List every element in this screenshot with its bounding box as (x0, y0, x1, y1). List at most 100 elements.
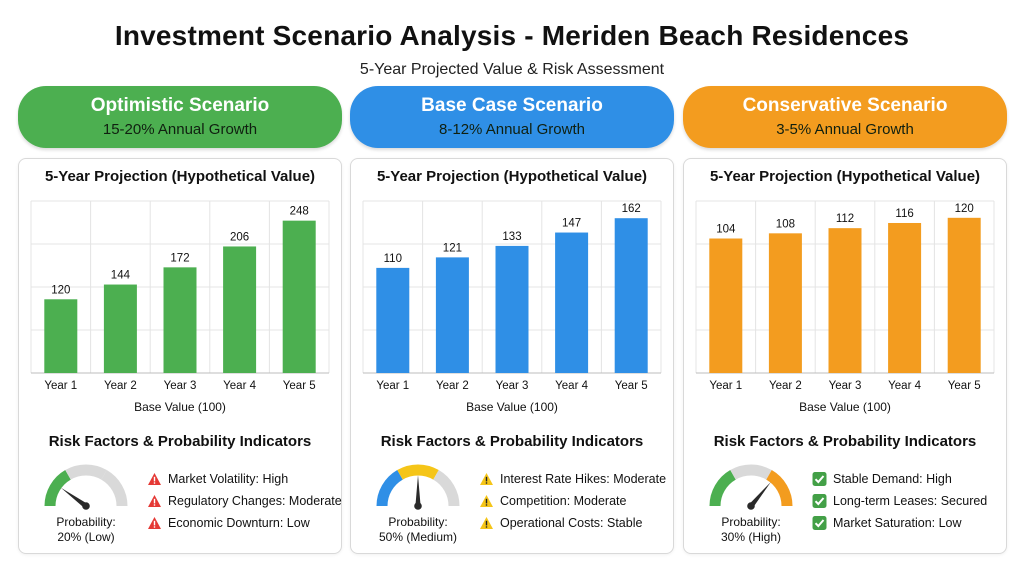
risk-text: Operational Costs: Stable (500, 516, 643, 530)
risk-text: Economic Downturn: Low (168, 516, 310, 530)
bar-value-label: 144 (111, 270, 131, 282)
probability-caption: Probability: (388, 515, 448, 529)
x-tick-label: Year 4 (888, 380, 921, 392)
bar (768, 233, 802, 373)
probability-label: Probability: 50% (Medium) (363, 515, 473, 545)
risk-item: Economic Downturn: Low (147, 512, 342, 534)
scenario-name: Base Case Scenario (421, 95, 603, 116)
bar (555, 232, 589, 373)
scenario-growth: 8-12% Annual Growth (439, 121, 585, 138)
bar-value-label: 110 (384, 253, 402, 265)
projection-bar-chart: 104 Year 1 108 Year 2 112 Year 3 116 Year 4 120 Y… (695, 200, 995, 392)
bar (495, 245, 529, 373)
chart-base-label: Base Value (100) (799, 400, 891, 414)
gauge-segment (730, 464, 772, 480)
probability-value: 50% (Medium) (378, 530, 458, 544)
x-tick-label: Year 1 (376, 380, 409, 392)
probability-gauge (709, 464, 793, 510)
gauge-segment (432, 470, 460, 507)
gauge-segment (376, 470, 404, 507)
bar-value-label: 172 (170, 252, 189, 264)
scenario-growth: 15-20% Annual Growth (102, 121, 258, 138)
gauge-segment (65, 464, 107, 480)
risk-text: Interest Rate Hikes: Moderate (500, 472, 667, 486)
chart-title: 5-Year Projection (Hypothetical Value) (376, 168, 648, 185)
bar-value-label: 116 (895, 208, 913, 220)
scenario-card-base-case: 5-Year Projection (Hypothetical Value) 1… (350, 158, 674, 554)
risk-section-title: Risk Factors & Probability Indicators (48, 433, 312, 450)
risk-text: Competition: Moderate (500, 494, 627, 508)
risk-item: Interest Rate Hikes: Moderate (479, 468, 666, 490)
scenario-card-optimistic: 5-Year Projection (Hypothetical Value) 1… (18, 158, 342, 554)
warning-yellow-icon (480, 517, 493, 529)
bar-value-label: 147 (562, 218, 581, 230)
bar (888, 222, 922, 373)
page-subtitle: 5-Year Projected Value & Risk Assessment (359, 61, 665, 78)
risk-item: Regulatory Changes: Moderate (147, 490, 342, 512)
x-tick-label: Year 5 (948, 380, 981, 392)
bar-value-label: 108 (776, 218, 795, 230)
risk-section-title: Risk Factors & Probability Indicators (380, 433, 644, 450)
risk-item: Operational Costs: Stable (479, 512, 666, 534)
x-tick-label: Year 1 (709, 380, 742, 392)
bar (376, 267, 410, 373)
risk-item: Stable Demand: High (812, 468, 987, 490)
risk-text: Regulatory Changes: Moderate (168, 494, 342, 508)
probability-label: Probability: 30% (High) (696, 515, 806, 545)
gauge-hub (747, 502, 755, 510)
x-tick-label: Year 5 (615, 380, 648, 392)
bar-value-label: 120 (51, 284, 70, 296)
bar-value-label: 248 (290, 206, 309, 218)
risk-text: Market Saturation: Low (833, 516, 962, 530)
bar (282, 220, 316, 373)
chart-base-label: Base Value (100) (466, 400, 558, 414)
risk-item: Market Volatility: High (147, 468, 342, 490)
warning-red-icon (148, 495, 161, 507)
warning-yellow-icon (480, 473, 493, 485)
bar-value-label: 121 (443, 242, 462, 254)
x-tick-label: Year 5 (283, 380, 316, 392)
scenario-name: Conservative Scenario (742, 95, 948, 116)
scenario-header-base-case: Base Case Scenario 8-12% Annual Growth (350, 86, 674, 148)
bar-value-label: 206 (230, 231, 249, 243)
check-green-icon (812, 472, 827, 486)
risk-text: Stable Demand: High (833, 472, 952, 486)
scenario-column-optimistic: Optimistic Scenario 15-20% Annual Growth… (18, 86, 342, 556)
x-tick-label: Year 3 (164, 380, 197, 392)
bar (614, 218, 648, 373)
gauge-hub (414, 502, 422, 510)
gauge-hub (82, 502, 90, 510)
gauge-needle (415, 475, 421, 506)
probability-caption: Probability: (721, 515, 781, 529)
risk-text: Long-term Leases: Secured (833, 494, 988, 508)
probability-gauge (376, 464, 460, 510)
probability-caption: Probability: (56, 515, 116, 529)
check-green-icon (812, 494, 827, 508)
probability-value: 30% (High) (720, 530, 782, 544)
x-tick-label: Year 4 (223, 380, 256, 392)
page-title: Investment Scenario Analysis - Meriden B… (114, 20, 910, 51)
gauge-needle (60, 487, 88, 509)
warning-red-icon (148, 517, 161, 529)
risk-section-title: Risk Factors & Probability Indicators (713, 433, 977, 450)
x-tick-label: Year 4 (555, 380, 588, 392)
check-green-icon (812, 516, 827, 530)
bar-value-label: 162 (622, 203, 641, 215)
bar (709, 238, 743, 373)
probability-label: Probability: 20% (Low) (31, 515, 141, 545)
bar-value-label: 112 (836, 213, 854, 225)
gauge-segment (709, 470, 737, 507)
bar (103, 284, 137, 373)
x-tick-label: Year 2 (104, 380, 137, 392)
risk-list: Market Volatility: High Regulatory Chang… (147, 468, 342, 534)
x-tick-label: Year 2 (769, 380, 802, 392)
bar (435, 257, 469, 373)
gauge-segment (44, 470, 72, 507)
risk-item: Long-term Leases: Secured (812, 490, 987, 512)
bar-value-label: 120 (955, 203, 974, 215)
x-tick-label: Year 3 (496, 380, 529, 392)
chart-title: 5-Year Projection (Hypothetical Value) (709, 168, 981, 185)
chart-base-label: Base Value (100) (134, 400, 226, 414)
scenario-column-conservative: Conservative Scenario 3-5% Annual Growth… (683, 86, 1007, 556)
probability-value: 20% (Low) (57, 530, 115, 544)
